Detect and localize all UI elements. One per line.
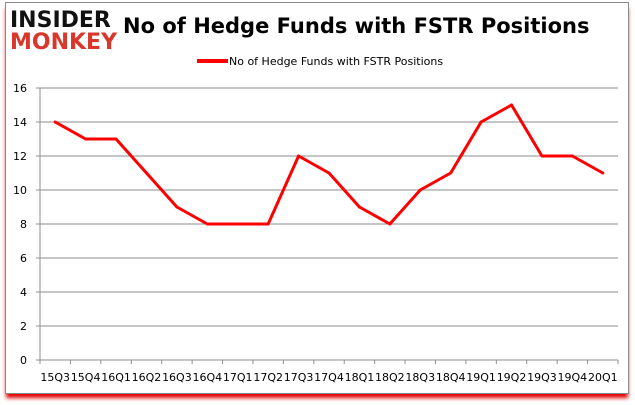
chart-title: No of Hedge Funds with FSTR Positions (123, 14, 589, 38)
x-tick-label: 16Q3 (162, 371, 192, 384)
x-tick-label: 20Q1 (588, 371, 618, 384)
y-tick-label: 0 (20, 354, 27, 367)
x-tick-label: 17Q4 (314, 371, 344, 384)
y-tick-label: 4 (20, 286, 27, 299)
x-tick-label: 19Q4 (558, 371, 588, 384)
data-point (601, 171, 605, 175)
y-tick-label: 12 (13, 150, 27, 163)
y-tick-label: 10 (13, 184, 27, 197)
data-point (205, 222, 209, 226)
data-point (114, 137, 118, 141)
x-tick-label: 19Q3 (527, 371, 557, 384)
y-tick-label: 8 (20, 218, 27, 231)
x-tick-label: 16Q4 (192, 371, 222, 384)
y-tick-label: 16 (13, 82, 27, 95)
data-point (236, 222, 240, 226)
data-point (297, 154, 301, 158)
y-tick-label: 14 (13, 116, 27, 129)
x-tick-label: 19Q2 (497, 371, 527, 384)
data-point (388, 222, 392, 226)
data-point (418, 188, 422, 192)
chart-frame (5, 2, 629, 394)
data-point (570, 154, 574, 158)
x-tick-label: 18Q4 (436, 371, 466, 384)
data-point (357, 205, 361, 209)
data-point (479, 120, 483, 124)
logo-monkey: MONKEY (10, 30, 118, 55)
logo-insider: INSIDER (10, 8, 111, 33)
x-tick-label: 17Q3 (284, 371, 314, 384)
data-point (449, 171, 453, 175)
data-point (175, 205, 179, 209)
data-point (144, 171, 148, 175)
series-line (54, 103, 604, 226)
data-point (266, 222, 270, 226)
y-tick-label: 6 (20, 252, 27, 265)
x-tick-label: 17Q2 (253, 371, 283, 384)
x-tick-label: 16Q1 (101, 371, 131, 384)
x-tick-label: 19Q1 (466, 371, 496, 384)
x-tick-label: 15Q3 (40, 371, 70, 384)
data-point (540, 154, 544, 158)
x-tick-label: 18Q2 (375, 371, 405, 384)
data-point (84, 137, 88, 141)
legend-label: No of Hedge Funds with FSTR Positions (229, 55, 443, 68)
data-point (327, 171, 331, 175)
y-tick-label: 2 (20, 320, 27, 333)
x-tick-label: 18Q1 (345, 371, 375, 384)
x-tick-label: 18Q3 (405, 371, 435, 384)
data-point (510, 103, 514, 107)
x-tick-label: 17Q1 (223, 371, 253, 384)
data-point (53, 120, 57, 124)
x-tick-label: 16Q2 (132, 371, 162, 384)
x-tick-label: 15Q4 (71, 371, 101, 384)
